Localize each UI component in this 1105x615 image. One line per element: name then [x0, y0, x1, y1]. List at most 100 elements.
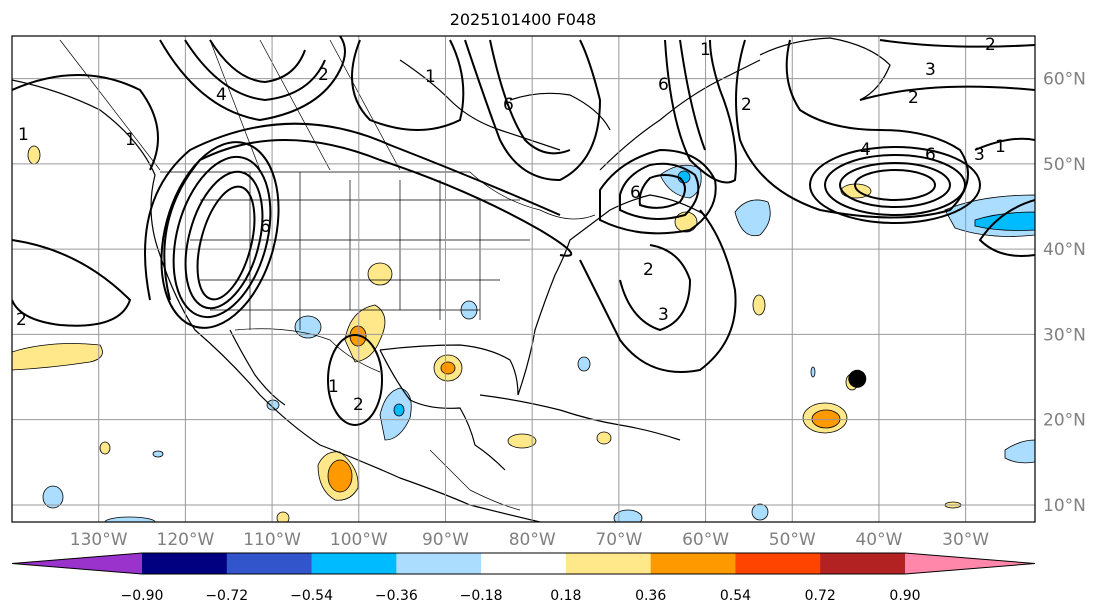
contour-label: 6 [260, 217, 271, 237]
caribbean-islands-line [479, 394, 681, 441]
contour-label: 1 [328, 377, 339, 397]
contour-label: 1 [995, 137, 1006, 157]
contour-arc [974, 137, 1035, 151]
shade-blob [99, 441, 111, 455]
contour-ring [619, 162, 700, 220]
colorbar-tick-label: 0.90 [889, 588, 920, 604]
contour-label: 4 [860, 140, 871, 160]
shade-blob [393, 403, 405, 417]
colorbar-segment [396, 553, 482, 574]
contour-ring [638, 174, 686, 209]
contour-arc [351, 39, 465, 131]
contour-arc [159, 36, 346, 122]
contour-arc [163, 139, 573, 301]
colorbar-segment [905, 553, 1035, 574]
contour-label: 2 [985, 35, 996, 55]
central-america-borders [429, 449, 521, 511]
contour-arc [859, 85, 1035, 101]
colorbar-tick-label: 0.72 [805, 588, 836, 604]
colorbar-tick-label: −0.72 [205, 588, 248, 604]
colorbar-tick-label: −0.90 [121, 588, 164, 604]
contour-label: 2 [741, 95, 752, 115]
colorbar-tick-label: −0.36 [375, 588, 418, 604]
latitude-tick-label: 40°N [1043, 240, 1086, 260]
contour-arc [144, 122, 561, 301]
colorbar-segment [820, 553, 906, 574]
shade-blob [1004, 439, 1035, 464]
colorbar-segment [226, 553, 313, 574]
colorbar-segment [311, 553, 397, 574]
colorbar-segment [650, 553, 736, 574]
colorbar-outline [11, 552, 1036, 575]
contour-arc [879, 39, 1035, 48]
longitude-tick-label: 60°W [682, 530, 729, 550]
colorbar-tick-label: −0.18 [460, 588, 503, 604]
contour-arc [464, 39, 602, 182]
contour-label: 6 [503, 95, 514, 115]
contour-ring [327, 334, 383, 426]
longitude-tick-label: 90°W [422, 530, 469, 550]
longitude-tick-labels: 130°W 120°W 110°W 100°W 90°W 80°W 70°W 60°W 50°W… [70, 530, 989, 550]
shade-blob [811, 409, 841, 429]
longitude-tick-label: 110°W [243, 530, 301, 550]
contour-ring [184, 170, 264, 310]
contour-ring [839, 162, 951, 208]
contour-arc [664, 39, 737, 184]
northern-coast-line [509, 92, 611, 131]
contour-label: 3 [658, 305, 669, 325]
contour-lines [12, 36, 1035, 426]
contour-arc [489, 39, 571, 155]
longitude-tick-label: 130°W [70, 530, 128, 550]
contour-arc [978, 199, 1035, 257]
contour-arc [12, 239, 132, 327]
shade-blob [440, 361, 456, 375]
longitude-tick-label: 100°W [330, 530, 388, 550]
state-lines-horizontal [190, 199, 530, 311]
shade-blob [752, 294, 766, 316]
gulf-coast-line [379, 349, 506, 471]
colorbar-segment [142, 553, 228, 574]
colorbar-tick-label: −0.54 [290, 588, 333, 604]
shade-blob [596, 431, 612, 445]
contour-ring [196, 185, 256, 301]
contour-label: 4 [216, 85, 227, 105]
gulf-north-coast-line [379, 344, 519, 396]
contour-label: 6 [925, 145, 936, 165]
contour-labels: 2 2 2 2 2 2 2 4 4 3 3 3 6 6 6 6 6 1 1 1 [16, 35, 1006, 415]
shade-blob [327, 459, 353, 493]
longitude-tick-label: 30°W [942, 530, 989, 550]
latitude-tick-label: 30°N [1043, 325, 1086, 345]
latitude-tick-label: 50°N [1043, 155, 1086, 175]
contour-label: 1 [700, 40, 711, 60]
colorbar-segments [11, 552, 1036, 575]
longitude-tick-label: 40°W [855, 530, 902, 550]
contour-label: 1 [18, 125, 29, 145]
shade-blob [810, 366, 816, 378]
shade-blob [751, 503, 769, 521]
contour-label: 2 [16, 310, 27, 330]
contour-label: 6 [658, 75, 669, 95]
shade-blob [613, 509, 643, 522]
shade-blob [266, 399, 280, 411]
contour-arc [12, 74, 159, 171]
us-mexico-border [234, 328, 381, 373]
map-panel: 2 2 2 2 2 2 2 4 4 3 3 3 6 6 6 6 6 1 1 1 [11, 35, 1036, 523]
latitude-tick-label: 60°N [1043, 70, 1086, 90]
atlantic-coast-line [517, 194, 706, 396]
contour-label: 3 [925, 60, 936, 80]
shade-blob [27, 145, 41, 165]
contour-arc [579, 209, 737, 373]
contour-label: 6 [630, 183, 641, 203]
contour-label: 2 [353, 395, 364, 415]
colorbar-tick-label: 0.36 [635, 588, 666, 604]
latitude-tick-label: 20°N [1043, 411, 1086, 431]
colorbar-tick-label: 0.18 [550, 588, 581, 604]
contour-label: 1 [425, 67, 436, 87]
colorbar-tick-label: 0.54 [720, 588, 751, 604]
colorbar-segment [481, 553, 567, 574]
shade-blob [104, 516, 156, 522]
contour-label: 3 [974, 145, 985, 165]
colorbar-segment [735, 553, 821, 574]
contour-arc [184, 39, 326, 102]
